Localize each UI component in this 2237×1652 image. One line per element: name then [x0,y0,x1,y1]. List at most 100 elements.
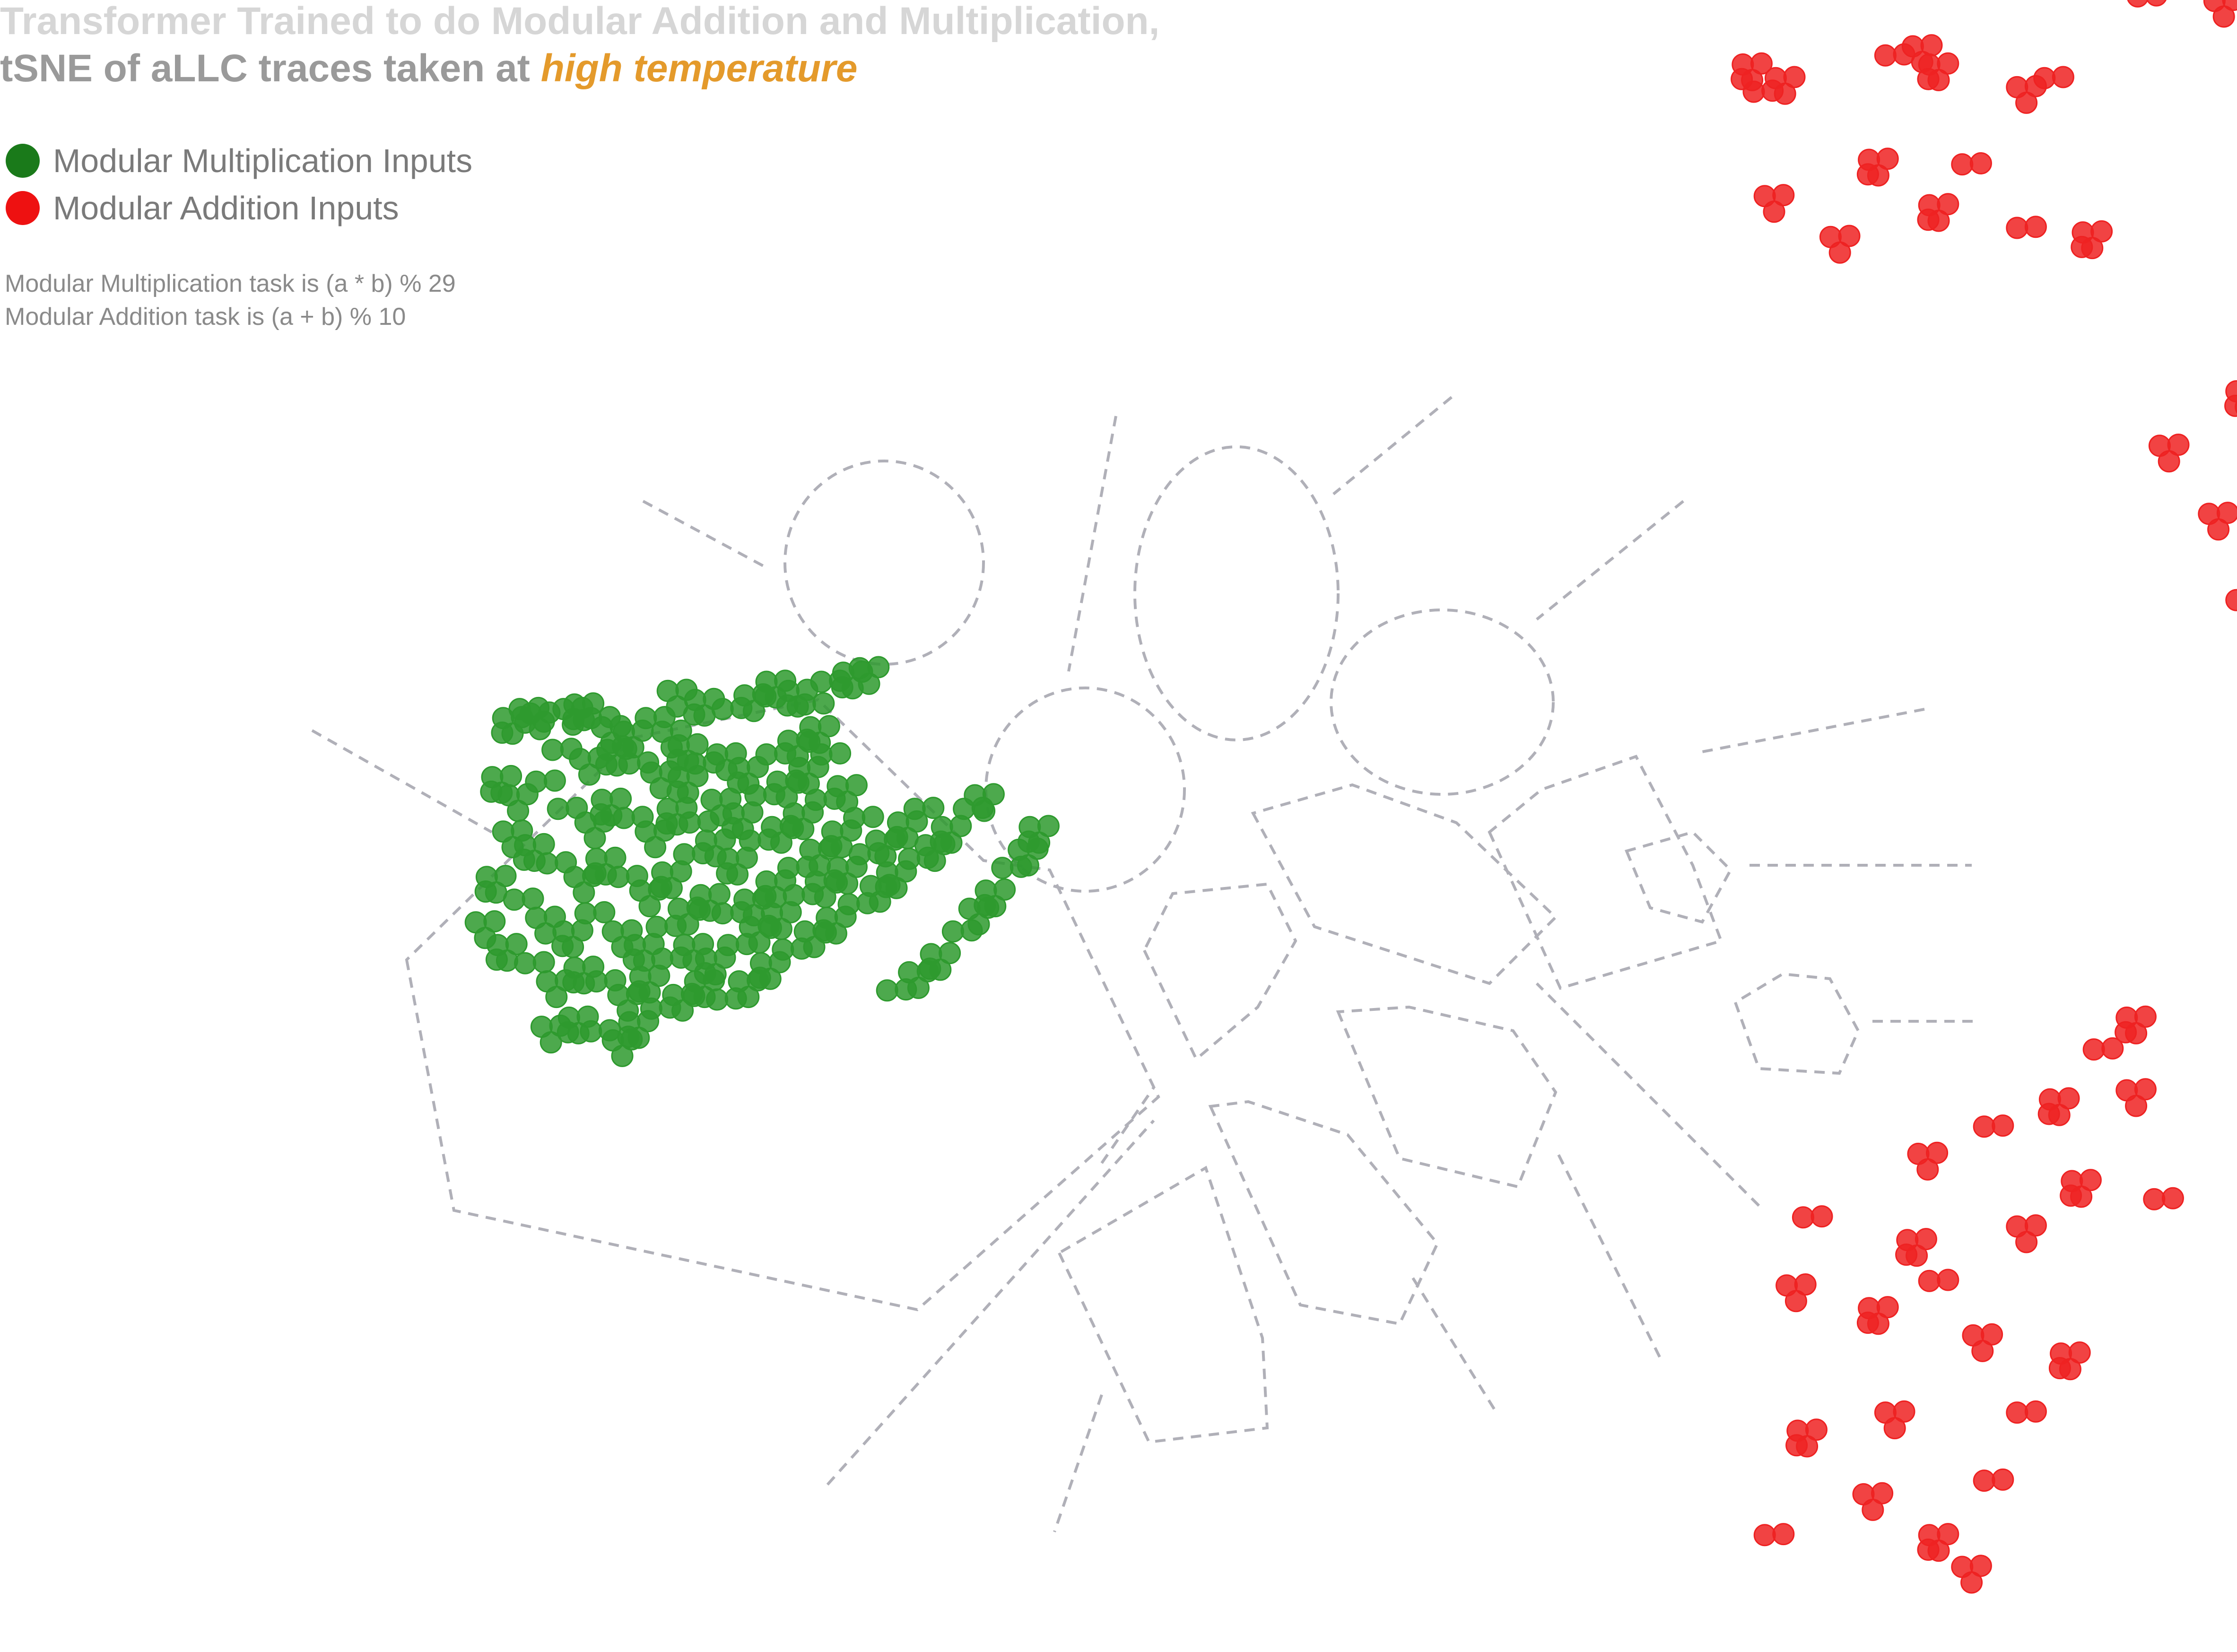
data-point-dot [2158,450,2180,473]
data-point-dot [2134,1078,2157,1101]
data-point-dot [2115,1021,2137,1043]
data-point-dot [1810,1205,1833,1228]
data-point-addition [2148,434,2190,473]
data-point-dot [2224,394,2237,417]
data-point-multiplication [683,687,725,727]
note-multiplication: Modular Multiplication task is (a * b) %… [5,270,456,297]
data-point-addition [1951,152,1992,176]
data-point-multiplication [485,933,528,972]
data-point-dot [638,895,661,918]
data-point-dot [2037,1103,2060,1125]
data-point-dot [1937,1269,1959,1291]
legend-marker-multiplication [6,144,40,178]
data-point-dot [2225,589,2237,611]
data-point-addition [1917,52,1959,91]
data-point-dot [1856,1312,1879,1334]
data-point-addition [1753,1523,1795,1547]
data-point-multiplication [514,710,555,734]
data-point-dot [1856,163,1879,186]
data-point-dot [1750,52,1773,75]
data-point-dot [1772,1523,1795,1546]
cluster-boundary [783,460,985,666]
data-point-multiplication [464,910,506,949]
data-point-dot [1794,1273,1817,1296]
data-point-dot [1918,1269,1941,1292]
data-point-dot [1981,1323,2003,1346]
data-point-dot [573,881,595,904]
data-point-dot [1937,1523,1959,1546]
data-point-addition [1918,1269,1959,1292]
data-point-dot [1969,152,1992,174]
data-point-dot [2125,1095,2148,1117]
data-point-dot [787,771,809,794]
data-point-addition [1951,1555,1992,1594]
data-point-addition [1753,184,1795,223]
data-point-addition [1819,225,1861,264]
data-point-multiplication [848,656,890,695]
data-point-dot [611,1044,634,1067]
data-point-multiplication [903,797,945,820]
data-point-dot [532,951,555,974]
cluster-separator-line [1554,1148,1661,1358]
data-point-dot [2048,1357,2071,1380]
data-point-multiplication [695,828,736,868]
data-point-multiplication [827,774,868,813]
cluster-boundary [1624,830,1732,924]
data-point-dot [2090,220,2113,243]
data-point-dot [651,948,674,970]
data-point-dot [991,857,1014,879]
data-point-dot [2057,1087,2080,1110]
data-point-dot [2216,502,2237,524]
data-point-multiplication [721,801,764,840]
data-point-dot [716,862,739,885]
data-point-dot [1893,1400,1915,1423]
data-point-dot [774,669,797,692]
data-point-dot [711,698,734,721]
data-point-dot [1917,1539,1940,1561]
data-point-dot [684,752,706,775]
data-point-dot [923,850,946,872]
data-point-dot [1969,1555,1992,1577]
data-point-dot [683,703,705,726]
data-point-dot [514,952,537,974]
data-point-dot [607,866,630,888]
data-point-dot [818,715,840,738]
data-point-dot [2006,217,2028,239]
data-point-dot [1960,1571,1983,1594]
data-point-multiplication [480,765,522,804]
chart-title-prefix: tSNE of aLLC traces taken at [0,47,541,90]
data-point-dot [837,893,860,915]
data-point-dot [557,1021,579,1043]
data-point-dot [503,888,525,911]
data-point-dot [875,876,897,898]
data-point-dot [1915,1228,1937,1251]
data-point-dot [843,807,866,829]
data-point-dot [793,693,816,716]
data-point-multiplication [607,865,648,888]
data-point-dot [2207,518,2230,541]
data-point-dot [2167,434,2190,456]
data-point-dot [982,783,1005,806]
data-point-dot [826,871,848,894]
data-point-dot [516,783,539,806]
data-point-dot [1862,1498,1884,1521]
data-point-addition [1856,148,1899,187]
cluster-boundary [1330,609,1555,796]
data-point-dot [886,826,908,848]
data-point-addition [2006,75,2047,114]
data-point-dot [903,798,926,820]
data-point-dot [867,656,890,678]
data-point-dot [640,997,662,1020]
data-point-multiplication [749,951,791,990]
data-point-dot [749,966,771,989]
data-point-dot [593,901,616,923]
data-point-dot [1871,1482,1894,1504]
data-point-multiplication [820,819,862,859]
legend-marker-addition [6,191,40,225]
cluster-separator-line [1067,416,1117,672]
data-point-dot [683,984,705,1007]
data-point-dot [1018,830,1040,853]
data-point-dot [1828,241,1851,264]
data-point-dot [814,921,837,944]
data-point-dot [1037,815,1060,837]
